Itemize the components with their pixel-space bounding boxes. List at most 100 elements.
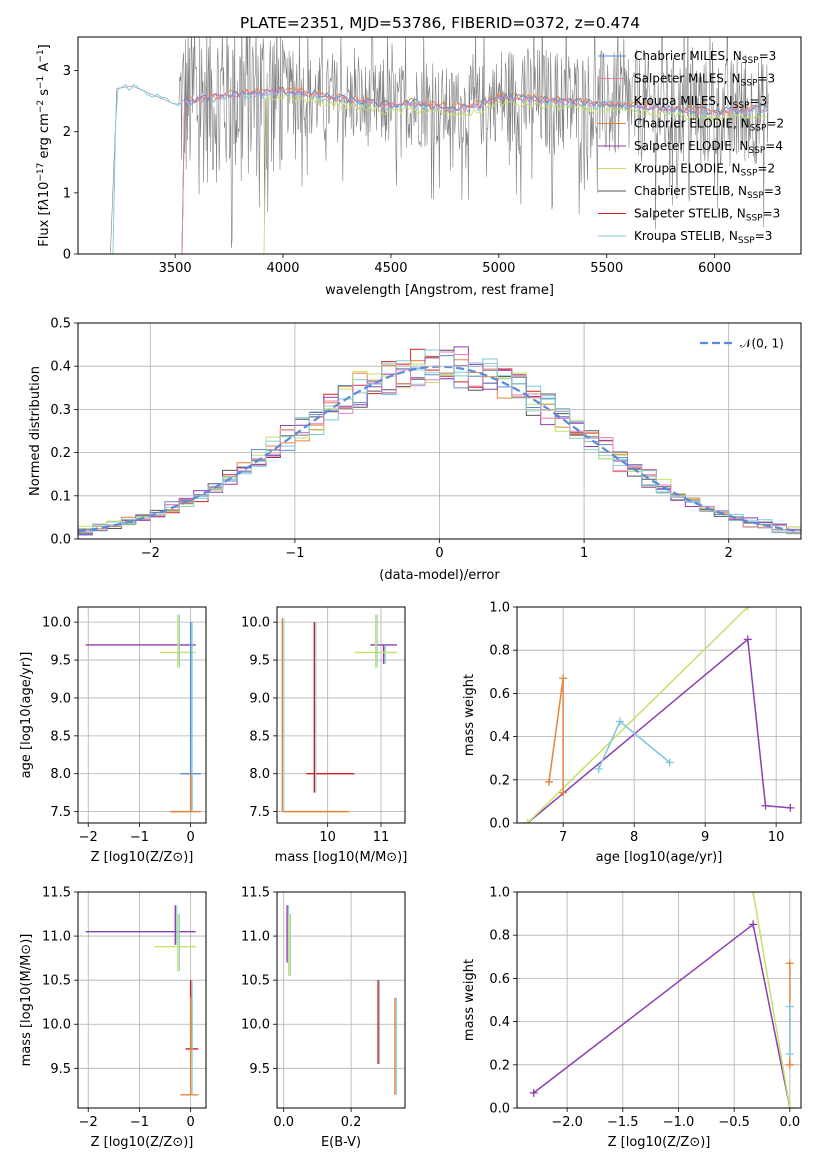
x-tick-label: −1.0	[663, 1115, 695, 1130]
series-line	[752, 892, 791, 1108]
legend-label: Salpeter STELIB, NSSP=3	[634, 207, 780, 224]
x-tick-label: 11	[373, 830, 390, 845]
y-tick-label: 1.0	[489, 601, 510, 616]
y-axis-label: mass weight	[462, 674, 477, 756]
y-tick-label: 10.0	[241, 616, 270, 631]
data-point	[743, 607, 752, 611]
y-tick-label: 0.5	[50, 317, 71, 332]
axes-frame	[77, 891, 207, 1109]
y-tick-label: 7.5	[249, 805, 270, 820]
x-tick-label: 10	[768, 830, 785, 845]
data-point	[615, 717, 624, 726]
plot-area	[286, 905, 397, 1095]
y-tick-label: 7.5	[50, 805, 71, 820]
legend-label: Kroupa STELIB, NSSP=3	[634, 229, 772, 246]
data-point	[523, 819, 532, 823]
x-tick-label: −2	[79, 830, 98, 845]
axes-frame	[77, 322, 802, 540]
series-line	[527, 637, 791, 823]
x-tick-label: 0	[435, 546, 443, 561]
y-tick-label: 11.5	[42, 886, 71, 901]
y-tick-label: 1.0	[489, 886, 510, 901]
legend-label: Chabrier STELIB, NSSP=3	[634, 184, 782, 201]
x-tick-label: 9	[701, 830, 709, 845]
x-tick-label: 4000	[266, 261, 299, 276]
y-tick-label: 10.0	[42, 1018, 71, 1033]
x-tick-label: −1	[285, 546, 304, 561]
x-tick-label: 7	[559, 830, 567, 845]
data-point	[529, 1088, 538, 1097]
y-tick-label: 0.2	[489, 1058, 510, 1073]
x-tick-label: 0.0	[780, 1115, 801, 1130]
y-tick-label: 9.0	[249, 691, 270, 706]
y-tick-label: 9.5	[249, 1062, 270, 1077]
y-tick-label: 8.0	[50, 767, 71, 782]
model-spectrum	[179, 86, 768, 254]
y-tick-label: 9.0	[50, 691, 71, 706]
data-point	[559, 788, 568, 797]
x-tick-label: 0	[186, 1115, 194, 1130]
x-tick-label: 5500	[590, 261, 623, 276]
series-line	[527, 607, 749, 823]
data-point	[743, 635, 752, 644]
y-tick-label: 9.5	[50, 1062, 71, 1077]
y-tick-label: 0.4	[489, 730, 510, 745]
y-tick-label: 0.2	[50, 446, 71, 461]
data-point	[785, 1050, 794, 1058]
y-tick-label: 0.0	[50, 533, 71, 548]
y-tick-label: 3	[63, 64, 71, 79]
plot-area	[523, 607, 795, 823]
axes-frame	[516, 891, 802, 1109]
x-axis-label: (data-model)/error	[379, 568, 500, 583]
data-point	[761, 801, 770, 810]
data-spectrum	[110, 37, 769, 254]
x-tick-label: −0.5	[718, 1115, 750, 1130]
legend-label: Kroupa ELODIE, NSSP=2	[634, 162, 775, 179]
data-point	[785, 1060, 794, 1069]
x-tick-label: 1	[580, 546, 588, 561]
y-axis-label: Flux [fλ10−17 erg cm−2 s−1 A−1]	[36, 44, 52, 246]
y-tick-label: 11.5	[241, 886, 270, 901]
x-axis-label: Z [log10(Z/Z⊙)]	[608, 1135, 711, 1150]
x-tick-label: 8	[630, 830, 638, 845]
data-point	[594, 765, 603, 773]
data-point	[786, 803, 795, 812]
data-point	[559, 674, 568, 683]
x-tick-label: −1	[130, 830, 149, 845]
y-tick-label: 0.4	[489, 1015, 510, 1030]
x-tick-label: 3500	[159, 261, 192, 276]
x-tick-label: 5000	[482, 261, 515, 276]
series-line	[548, 678, 564, 793]
x-axis-label: wavelength [Angstrom, rest frame]	[325, 283, 554, 298]
y-tick-label: 8.5	[50, 729, 71, 744]
x-tick-label: −1	[130, 1115, 149, 1130]
y-axis-label: age [log10(age/yr)]	[19, 652, 34, 779]
plot-area	[85, 614, 201, 813]
y-tick-label: 10.5	[42, 974, 71, 989]
x-tick-label: 10	[319, 830, 336, 845]
y-tick-label: 0.2	[489, 773, 510, 788]
y-tick-label: 11.0	[241, 930, 270, 945]
data-point	[785, 959, 794, 968]
plot-area	[529, 892, 794, 1108]
y-tick-label: 1	[63, 186, 71, 201]
x-tick-label: 0.2	[341, 1115, 362, 1130]
axes-frame	[276, 606, 406, 824]
x-tick-label: 4500	[374, 261, 407, 276]
y-axis-label: mass weight	[462, 959, 477, 1041]
y-tick-label: 10.0	[241, 1018, 270, 1033]
x-axis-label: Z [log10(Z/Z⊙)]	[91, 1135, 194, 1150]
x-tick-label: −2.0	[551, 1115, 583, 1130]
y-tick-label: 8.0	[249, 767, 270, 782]
data-point	[544, 777, 553, 786]
y-tick-label: 11.0	[42, 930, 71, 945]
y-tick-label: 0.6	[489, 687, 510, 702]
legend-label: 𝒩(0, 1)	[740, 337, 784, 351]
x-axis-label: mass [log10(M/M⊙)]	[275, 850, 408, 865]
x-axis-label: age [log10(age/yr)]	[596, 850, 723, 865]
x-tick-label: −2	[141, 546, 160, 561]
y-tick-label: 8.5	[249, 729, 270, 744]
x-tick-label: 2	[725, 546, 733, 561]
x-tick-label: −1.5	[607, 1115, 639, 1130]
